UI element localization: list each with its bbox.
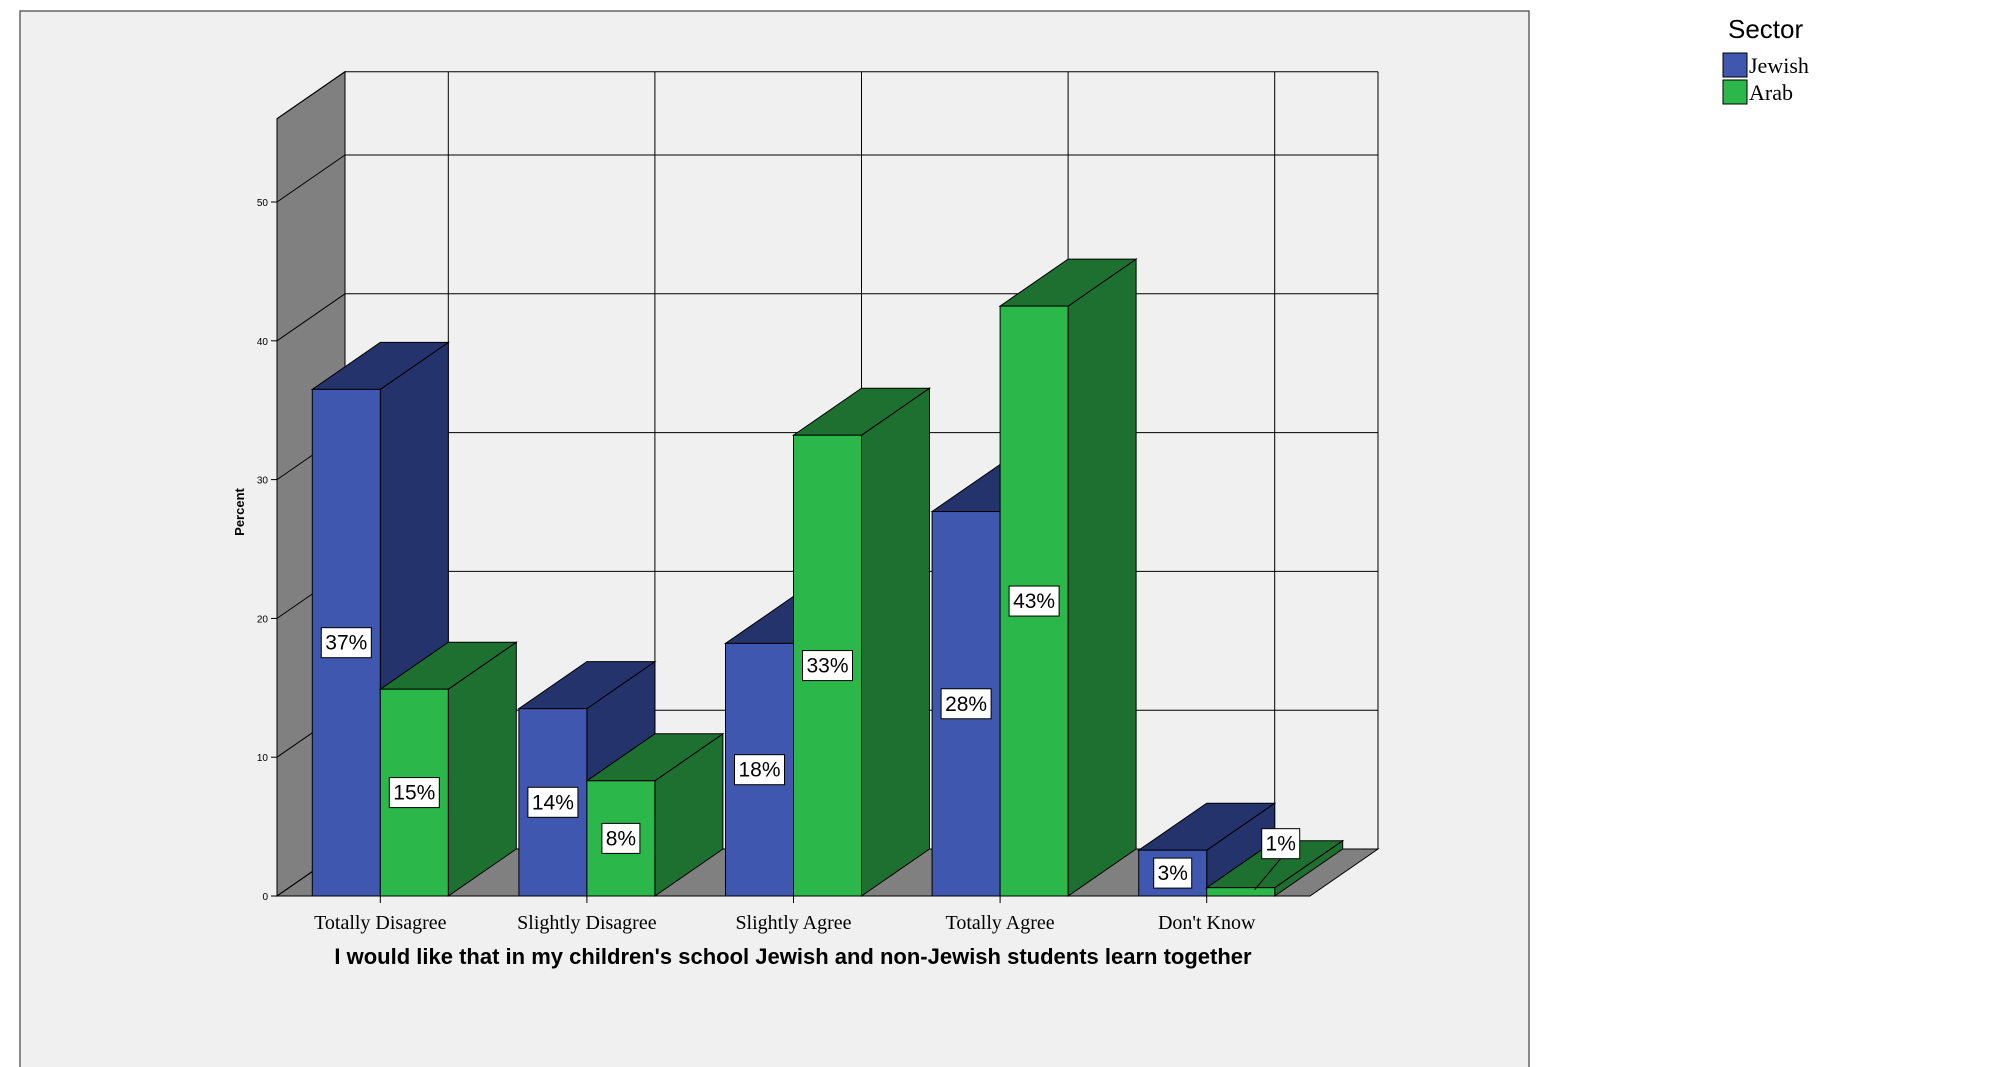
data-label: 18% bbox=[734, 754, 785, 786]
bar-front bbox=[1206, 887, 1276, 897]
data-label: 3% bbox=[1153, 857, 1193, 889]
data-label-text: 33% bbox=[806, 655, 848, 678]
y-tick-label: 30 bbox=[257, 476, 269, 487]
label-leader bbox=[1254, 858, 1282, 890]
bar-arab bbox=[585, 732, 725, 897]
data-label: 43% bbox=[1008, 585, 1060, 617]
data-label-text: 43% bbox=[1013, 590, 1055, 613]
side-top-edge bbox=[276, 71, 346, 120]
bar-arab bbox=[378, 641, 518, 897]
x-tick-label: Slightly Disagree bbox=[517, 912, 657, 934]
y-axis: 0 10 20 30 40 50 bbox=[257, 198, 277, 903]
x-axis: Totally Disagree Slightly Disagree Slightl… bbox=[277, 895, 1310, 934]
data-label-text: 28% bbox=[945, 693, 987, 716]
x-tick-label: Slightly Agree bbox=[735, 912, 851, 934]
y-tick-label: 10 bbox=[257, 753, 269, 764]
data-label-text: 8% bbox=[606, 827, 636, 850]
data-label-text: 18% bbox=[738, 759, 780, 782]
bar-arab bbox=[1205, 839, 1345, 897]
bar-arab bbox=[998, 258, 1138, 897]
data-label: 15% bbox=[388, 777, 440, 809]
legend-label: Arab bbox=[1749, 80, 1793, 105]
y-tick-label: 40 bbox=[257, 337, 269, 348]
data-label-box bbox=[1153, 857, 1193, 889]
data-label-text: 14% bbox=[532, 791, 574, 814]
data-label-box bbox=[940, 688, 992, 720]
data-label-text: 37% bbox=[325, 632, 367, 655]
y-tick-label: 20 bbox=[257, 614, 269, 625]
data-label-box bbox=[1008, 585, 1060, 617]
data-label-box bbox=[802, 650, 853, 682]
data-label: 8% bbox=[601, 822, 641, 854]
data-labels: 37% 15% 14% 8% 18% 33% 28% 43% 3% 1% bbox=[320, 585, 1301, 890]
data-label-box bbox=[527, 786, 579, 818]
data-label: 1% bbox=[1254, 828, 1301, 890]
x-tick-label: Don't Know bbox=[1158, 912, 1256, 934]
data-label-box bbox=[320, 627, 372, 659]
legend-swatch bbox=[1722, 79, 1748, 105]
x-axis-label: I would like that in my children's schoo… bbox=[334, 944, 1252, 969]
bar-side bbox=[861, 387, 930, 897]
bars: 37% 15% 14% 8% 18% 33% 28% 43% 3% 1% bbox=[310, 258, 1345, 897]
data-label: 37% bbox=[320, 627, 372, 659]
data-label-box bbox=[734, 754, 785, 786]
gridline-side bbox=[276, 293, 346, 342]
legend-swatch bbox=[1722, 52, 1748, 78]
legend-title: Sector bbox=[1728, 14, 1803, 44]
data-label-text: 1% bbox=[1266, 833, 1296, 856]
gridline-side bbox=[276, 154, 346, 203]
data-label: 33% bbox=[802, 650, 853, 682]
data-label: 28% bbox=[940, 688, 992, 720]
data-label-box bbox=[601, 822, 641, 854]
data-label-box bbox=[1261, 828, 1301, 860]
data-label: 14% bbox=[527, 786, 579, 818]
x-tick-label: Totally Agree bbox=[946, 912, 1055, 934]
data-label-box bbox=[388, 777, 440, 809]
legend-label: Jewish bbox=[1749, 53, 1809, 78]
y-axis-label: Percent bbox=[232, 487, 247, 535]
data-label-text: 15% bbox=[393, 782, 435, 805]
y-tick-label: 0 bbox=[262, 892, 268, 903]
data-label-text: 3% bbox=[1158, 862, 1188, 885]
bar-side bbox=[1067, 258, 1137, 897]
x-tick-label: Totally Disagree bbox=[314, 912, 447, 934]
y-tick-label: 50 bbox=[257, 198, 269, 209]
bar-arab bbox=[791, 387, 932, 897]
